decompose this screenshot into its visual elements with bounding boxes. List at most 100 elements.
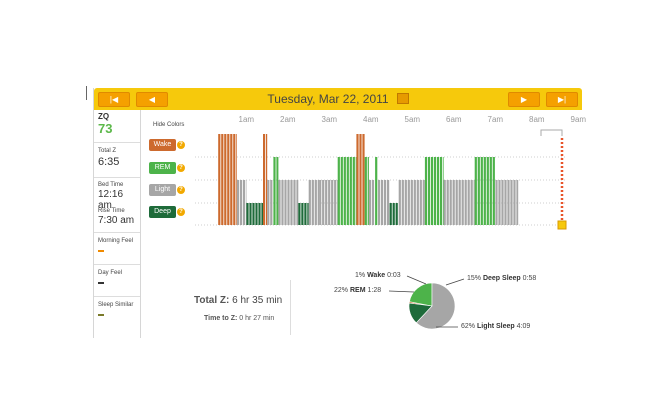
time-tick-1am: 1am [238,115,255,124]
wake-help-icon[interactable]: ? [177,141,185,149]
hypnogram-bar-rem [276,157,279,225]
hypnogram-bar-light [507,180,510,225]
summary-separator [290,280,291,335]
time-tick-2am: 2am [280,115,296,124]
hypnogram-bar-light [467,180,470,225]
hypnogram-bar-wake [224,134,227,225]
rem-label: REM [349,287,366,294]
bed-time-label: Bed Time [98,182,124,188]
stage-deep-button[interactable]: Deep [149,206,176,218]
light-help-icon[interactable]: ? [177,186,185,194]
hypnogram-bar-light [368,180,372,225]
stage-rem-button[interactable]: REM [149,162,176,174]
pie-slice-light-sleep [415,282,456,330]
hypnogram-bar-rem [427,157,431,225]
hypnogram-bar-wake [266,134,268,225]
hypnogram-bar-light [473,180,475,225]
light-duration: 4:09 [516,323,531,330]
hypnogram-bar-deep [258,203,261,225]
time-tick-4am: 4am [363,115,379,124]
time-to-z-label: Time to Z: [204,315,238,322]
deep-help-icon[interactable]: ? [177,208,185,216]
hypnogram-bar-wake [221,134,224,225]
hypnogram-bar-deep [246,203,249,225]
hypnogram-bar-light [328,180,331,225]
hypnogram-bar-light [242,180,246,225]
light-percent: 62% [461,323,476,330]
hypnogram-bar-light [270,180,273,225]
rise-time-label: Rise Time [98,208,125,214]
total-z-label: Total Z [98,148,117,154]
hypnogram-bar-rem [433,157,437,225]
next-day-button[interactable]: ▶ [508,92,540,107]
hypnogram-bar-light [325,180,328,225]
hypnogram-bar-light [337,180,338,225]
hypnogram-bar-wake [227,134,230,225]
pie-leader-line [445,278,465,286]
hypnogram-bar-light [498,180,501,225]
previous-day-button[interactable]: ◀ [136,92,168,107]
hypnogram-bar-deep [249,203,252,225]
hypnogram-bar-light [319,180,322,225]
total-z-stat: Total Z 6:35 [98,148,136,168]
calendar-icon[interactable] [396,93,409,104]
hide-colors-link[interactable]: Hide Colors [153,122,185,128]
stage-wake-button[interactable]: Wake [149,139,176,151]
hypnogram-bar-deep [392,203,395,225]
hypnogram-bar-rem [439,157,443,225]
sleep-similar-label: Sleep Similar [98,302,134,308]
day-feel-stat[interactable]: Day Feel [98,270,136,284]
zq-label: ZQ [98,112,110,121]
hypnogram-bar-light [513,180,516,225]
zq-value: 73 [98,121,113,136]
hypnogram-bar-deep [298,203,301,225]
hypnogram-bar-light [446,180,449,225]
first-day-button[interactable]: |◀ [98,92,130,107]
hypnogram-bar-light [458,180,461,225]
hypnogram-bar-light [401,180,404,225]
sleep-similar-stat[interactable]: Sleep Similar [98,302,136,316]
hypnogram-bar-wake [362,134,365,225]
hypnogram-bar-light [278,180,281,225]
hypnogram-bar-light [516,180,519,225]
hypnogram-bar-rem [364,157,367,225]
stage-light-button[interactable]: Light [149,184,176,196]
total-z-summary-label: Total Z: [194,295,230,306]
hypnogram-bar-light [449,180,452,225]
hypnogram-bar-light [398,180,401,225]
hypnogram-bar-light [311,180,314,225]
light-label: Light Sleep [476,323,515,330]
time-tick-3am: 3am [321,115,338,124]
sleep-stats-sidebar: ZQ 73 Total Z 6:35 Bed Time 12:16 am Ris… [94,110,141,338]
hypnogram-bar-rem [436,157,440,225]
wake-label: Wake [367,272,386,279]
morning-feel-stat[interactable]: Morning Feel [98,238,136,252]
hypnogram-bar-light [410,180,413,225]
hypnogram-bar-light [308,180,311,225]
hypnogram-bar-light [422,180,425,225]
time-tick-8am: 8am [529,115,545,124]
hypnogram-bar-light [287,180,290,225]
pie-leader-line [388,290,415,293]
time-tick-6am: 6am [446,115,462,124]
hypnogram-bar-deep [255,203,258,225]
pie-leader-line [406,275,427,285]
hypnogram-bar-light [371,180,375,225]
bed-time-value: 12:16 am [98,189,124,211]
time-tick-5am: 5am [404,115,421,124]
time-to-z-value: 0 hr 27 min [239,315,275,322]
wake-time-marker-handle[interactable] [557,220,567,230]
hypnogram-bar-rem [492,157,495,225]
hypnogram-bar-light [407,180,410,225]
hypnogram-bar-light [284,180,287,225]
hypnogram-bar-light [281,180,284,225]
hypnogram-bar-light [378,180,381,225]
hypnogram-bar-light [322,180,325,225]
hypnogram-bar-deep [301,203,304,225]
date-title-text: Tuesday, Mar 22, 2011 [267,92,389,106]
rem-help-icon[interactable]: ? [177,164,185,172]
hypnogram-bar-rem [430,157,434,225]
last-day-button[interactable]: ▶| [546,92,578,107]
hypnogram-bar-deep [252,203,255,225]
